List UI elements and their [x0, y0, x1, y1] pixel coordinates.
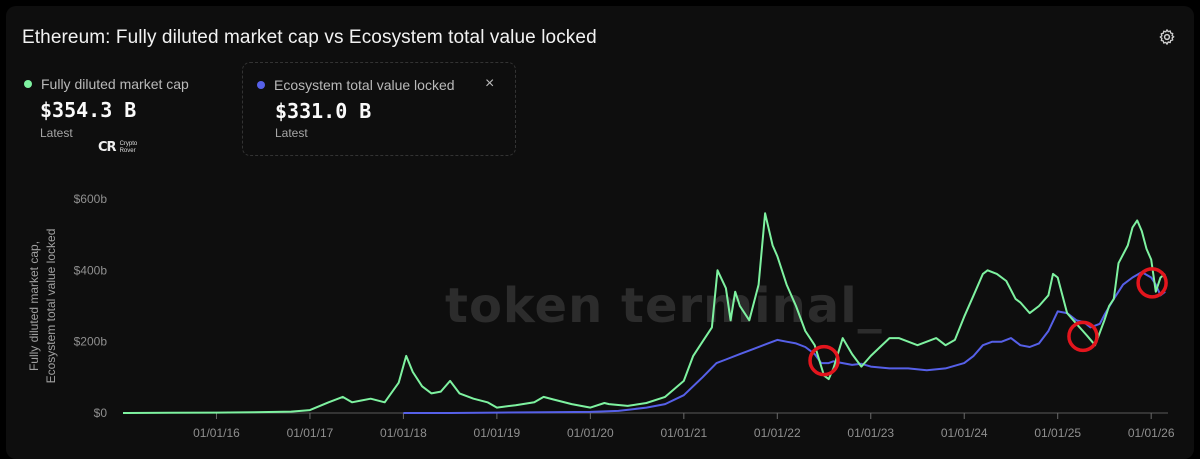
x-tick-label: 01/01/26 — [1128, 426, 1175, 440]
logo-text: Crypto Rover — [120, 141, 138, 155]
x-tick-label: 01/01/19 — [474, 426, 521, 440]
logo-mark: CR — [98, 140, 117, 155]
watermark: token terminal_ — [445, 278, 883, 334]
x-tick-label: 01/01/24 — [941, 426, 988, 440]
metric-fdmc[interactable]: Fully diluted market cap $354.3 B Latest — [24, 66, 224, 158]
x-axis-ticks: 01/01/16 01/01/17 01/01/18 01/01/19 01/01/20… — [193, 413, 1175, 440]
metric-fdmc-value: $354.3 B — [40, 98, 137, 122]
x-tick-label: 01/01/25 — [1034, 426, 1081, 440]
logo-line2: Rover — [119, 147, 136, 154]
tvl-series-line — [403, 271, 1166, 414]
metric-fdmc-label-row: Fully diluted market cap — [24, 76, 189, 92]
y-tick-label: $0 — [94, 406, 108, 420]
annotation-circle — [1136, 267, 1168, 299]
metric-tvl-sub: Latest — [275, 126, 308, 140]
x-tick-label: 01/01/16 — [193, 426, 240, 440]
chart-panel — [6, 6, 1194, 459]
annotation-circle — [808, 344, 840, 377]
metric-tvl-label: Ecosystem total value locked — [274, 77, 455, 93]
annotation-circle — [1067, 320, 1099, 353]
y-tick-label: $400b — [74, 263, 108, 277]
tvl-legend-dot — [257, 81, 265, 89]
x-tick-label: 01/01/22 — [754, 426, 801, 440]
crypto-rover-logo: CR Crypto Rover — [98, 140, 137, 155]
chart-title: Ethereum: Fully diluted market cap vs Ec… — [22, 27, 597, 48]
metric-fdmc-label: Fully diluted market cap — [41, 76, 189, 92]
y-tick-label: $600b — [74, 192, 108, 206]
x-tick-label: 01/01/18 — [380, 426, 427, 440]
x-tick-label: 01/01/17 — [287, 426, 334, 440]
y-axis-ticks: $0 $200b $400b $600b — [74, 192, 108, 420]
annotations — [808, 267, 1168, 377]
y-axis-label-line2: Ecosystem total value locked — [44, 229, 58, 384]
x-tick-label: 01/01/21 — [660, 426, 707, 440]
x-tick-label: 01/01/20 — [567, 426, 614, 440]
gear-icon[interactable] — [1158, 28, 1176, 46]
y-tick-label: $200b — [74, 335, 108, 349]
close-icon[interactable]: × — [485, 75, 495, 92]
metric-tvl-value: $331.0 B — [275, 99, 372, 123]
metric-tvl-label-row: Ecosystem total value locked — [257, 77, 455, 93]
logo-line1: Crypto — [119, 140, 138, 147]
metric-fdmc-sub: Latest — [40, 126, 73, 140]
metric-tvl[interactable]: Ecosystem total value locked × $331.0 B … — [242, 62, 516, 156]
y-axis-label-line1: Fully diluted market cap, — [27, 241, 41, 371]
fdmc-legend-dot — [24, 80, 32, 88]
x-tick-label: 01/01/23 — [847, 426, 894, 440]
